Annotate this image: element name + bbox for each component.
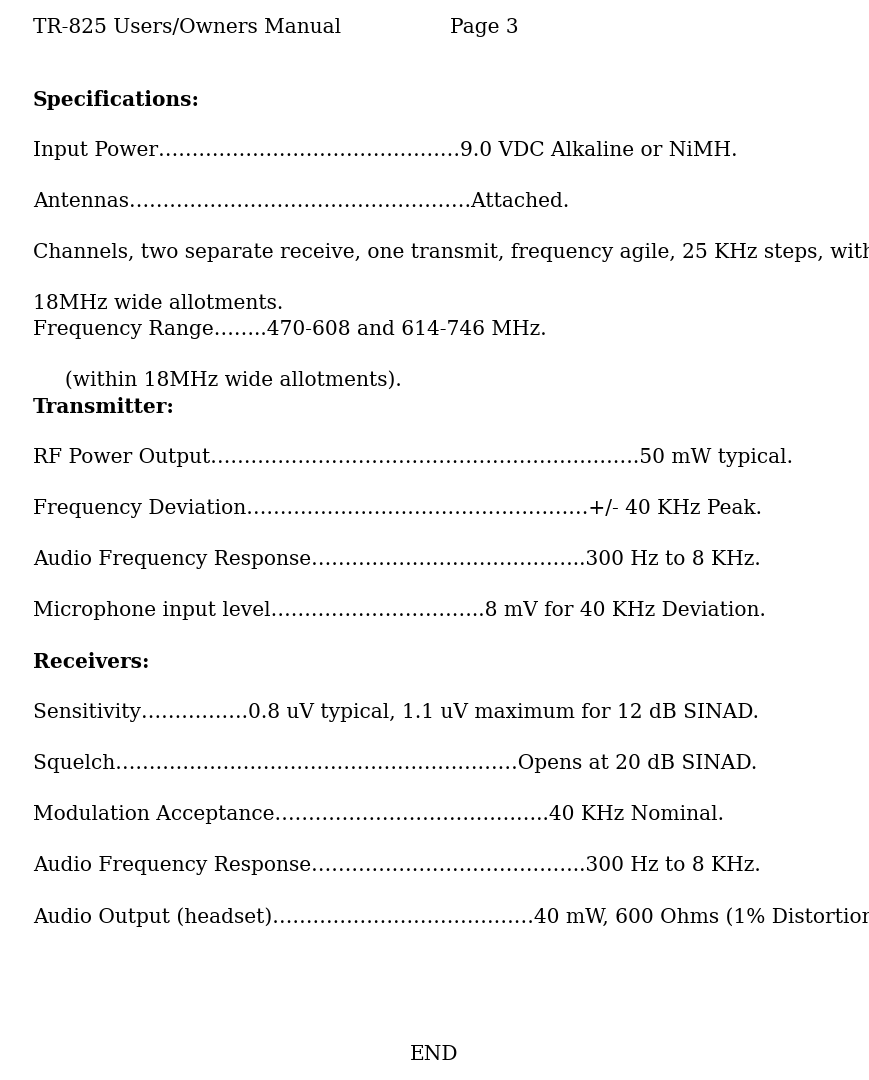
Text: Audio Frequency Response…………………………………..300 Hz to 8 KHz.: Audio Frequency Response…………………………………..3… (33, 550, 760, 569)
Text: Channels, two separate receive, one transmit, frequency agile, 25 KHz steps, wit: Channels, two separate receive, one tran… (33, 243, 869, 262)
Text: Audio Frequency Response…………………………………..300 Hz to 8 KHz.: Audio Frequency Response…………………………………..3… (33, 856, 760, 875)
Text: Specifications:: Specifications: (33, 90, 200, 110)
Text: Receivers:: Receivers: (33, 652, 149, 672)
Text: Modulation Acceptance…………………………………..40 KHz Nominal.: Modulation Acceptance…………………………………..40 K… (33, 805, 724, 824)
Text: Frequency Deviation……………………………………………+/- 40 KHz Peak.: Frequency Deviation……………………………………………+/- … (33, 499, 762, 518)
Text: Input Power………………………………………9.0 VDC Alkaline or NiMH.: Input Power………………………………………9.0 VDC Alkali… (33, 141, 738, 160)
Text: 18MHz wide allotments.: 18MHz wide allotments. (33, 294, 283, 313)
Text: TR-825 Users/Owners Manual: TR-825 Users/Owners Manual (33, 18, 342, 37)
Text: Squelch……………………………………………………Opens at 20 dB SINAD.: Squelch……………………………………………………Opens at 20 d… (33, 754, 757, 773)
Text: RF Power Output……………………………………………………….50 mW typical.: RF Power Output……………………………………………………….50 … (33, 448, 793, 467)
Text: (within 18MHz wide allotments).: (within 18MHz wide allotments). (33, 372, 401, 390)
Text: Sensitivity…………….0.8 uV typical, 1.1 uV maximum for 12 dB SINAD.: Sensitivity…………….0.8 uV typical, 1.1 uV … (33, 703, 759, 723)
Text: Microphone input level…………………………..8 mV for 40 KHz Deviation.: Microphone input level…………………………..8 mV f… (33, 600, 766, 620)
Text: END: END (410, 1045, 459, 1064)
Text: Transmitter:: Transmitter: (33, 397, 175, 417)
Text: Audio Output (headset)…………………………………40 mW, 600 Ohms (1% Distortion).: Audio Output (headset)…………………………………40 mW… (33, 907, 869, 927)
Text: Page 3: Page 3 (450, 18, 519, 37)
Text: Frequency Range……..470-608 and 614-746 MHz.: Frequency Range……..470-608 and 614-746 M… (33, 320, 547, 339)
Text: Antennas……………………………………………Attached.: Antennas……………………………………………Attached. (33, 192, 569, 211)
